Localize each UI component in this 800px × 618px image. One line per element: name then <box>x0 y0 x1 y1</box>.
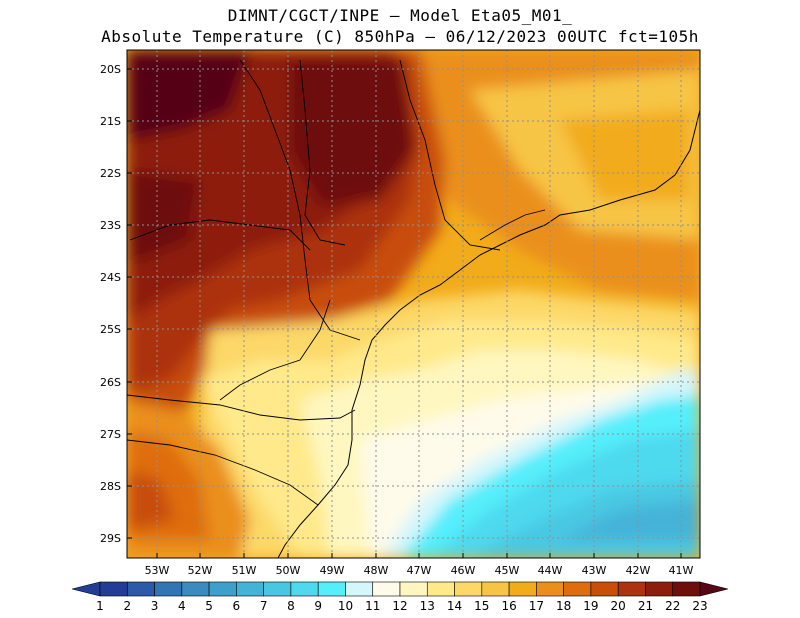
colorbar-label: 23 <box>692 599 707 613</box>
colorbar-label: 16 <box>501 599 516 613</box>
colorbar-label: 9 <box>314 599 322 613</box>
temperature-field <box>127 50 700 558</box>
lon-tick-label: 47W <box>407 564 432 577</box>
colorbar-swatch <box>454 581 483 597</box>
lat-tick-label: 23S <box>100 219 121 232</box>
colorbar-swatch <box>99 581 128 597</box>
colorbar-label: 11 <box>365 599 380 613</box>
lat-tick-label: 25S <box>100 323 121 336</box>
lon-tick-label: 46W <box>451 564 476 577</box>
colorbar-label: 10 <box>338 599 353 613</box>
colorbar-label: 6 <box>233 599 241 613</box>
colorbar-arrow-low <box>71 581 101 597</box>
lat-tick-label: 20S <box>100 63 121 76</box>
colorbar-label: 7 <box>260 599 268 613</box>
lat-tick-label: 29S <box>100 532 121 545</box>
lon-tick-label: 48W <box>364 564 389 577</box>
lon-tick-label: 51W <box>232 564 257 577</box>
colorbar-label: 22 <box>665 599 680 613</box>
colorbar-label: 21 <box>638 599 653 613</box>
lon-tick-label: 50W <box>276 564 301 577</box>
map-title-line-2: Absolute Temperature (C) 850hPa – 06/12/… <box>101 27 699 46</box>
colorbar-label: 2 <box>123 599 131 613</box>
grid-lines <box>127 50 700 558</box>
colorbar-label: 3 <box>151 599 159 613</box>
lon-tick-label: 44W <box>538 564 563 577</box>
colorbar-label: 20 <box>611 599 626 613</box>
colorbar-swatch <box>426 581 455 597</box>
map-frame <box>126 49 701 559</box>
colorbar-label: 5 <box>205 599 213 613</box>
lon-tick-label: 52W <box>188 564 213 577</box>
lat-tick-label: 26S <box>100 376 121 389</box>
colorbar-arrow-high <box>699 581 729 597</box>
colorbar-label: 13 <box>420 599 435 613</box>
colorbar-label: 19 <box>583 599 598 613</box>
colorbar-swatch <box>481 581 510 597</box>
colorbar-swatch <box>399 581 428 597</box>
colorbar-swatch <box>508 581 537 597</box>
colorbar-label: 14 <box>447 599 462 613</box>
lat-tick-label: 21S <box>100 115 121 128</box>
colorbar-swatch <box>536 581 564 597</box>
lon-tick-label: 41W <box>669 564 694 577</box>
colorbar-swatch <box>126 581 155 597</box>
colorbar-swatch <box>236 581 264 597</box>
lat-tick-label: 24S <box>100 271 121 284</box>
lat-tick-label: 22S <box>100 167 121 180</box>
colorbar-label: 1 <box>96 599 104 613</box>
colorbar-swatch <box>208 581 237 597</box>
colorbar-swatch <box>645 581 674 597</box>
colorbar-swatch <box>317 581 346 597</box>
lon-tick-label: 42W <box>626 564 651 577</box>
colorbar-swatch <box>617 581 646 597</box>
colorbar-swatch <box>563 581 592 597</box>
colorbar-label: 18 <box>556 599 571 613</box>
colorbar-swatch <box>154 581 183 597</box>
lon-tick-label: 49W <box>320 564 345 577</box>
colorbar-swatch <box>263 581 292 597</box>
colorbar-swatch <box>590 581 619 597</box>
colorbar-swatch <box>372 581 401 597</box>
colorbar-swatch <box>672 581 701 597</box>
colorbar-label: 12 <box>392 599 407 613</box>
lat-tick-label: 27S <box>100 428 121 441</box>
colorbar-swatch <box>345 581 374 597</box>
lon-tick-label: 53W <box>145 564 170 577</box>
colorbar-label: 17 <box>529 599 544 613</box>
lat-tick-label: 28S <box>100 480 121 493</box>
colorbar-label: 4 <box>178 599 186 613</box>
lon-tick-label: 45W <box>495 564 520 577</box>
colorbar-swatch <box>290 581 319 597</box>
colorbar-label: 15 <box>474 599 489 613</box>
colorbar-label: 8 <box>287 599 295 613</box>
colorbar-swatch <box>181 581 210 597</box>
lon-tick-label: 43W <box>582 564 607 577</box>
colorbar: 1 2 3 4 5 6 7 8 9 10 11 12 13 14 15 16 17 18 19 20 21 22 23 <box>71 581 729 613</box>
map-title-line-1: DIMNT/CGCT/INPE – Model Eta05_M01_ <box>227 6 573 25</box>
